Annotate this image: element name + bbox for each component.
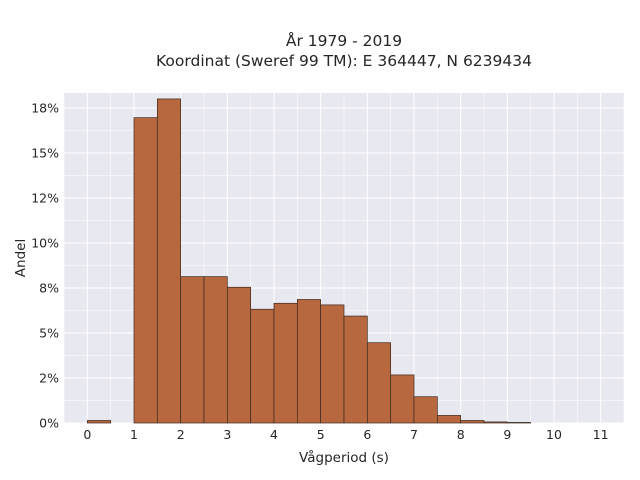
histogram-bar — [366, 342, 392, 424]
histogram-bar — [483, 421, 508, 424]
x-tick-label: 2 — [177, 427, 185, 442]
x-tick-label: 8 — [457, 427, 465, 442]
x-tick-label: 9 — [503, 427, 511, 442]
x-tick-label: 7 — [410, 427, 418, 442]
chart-title-line-2: Koordinat (Sweref 99 TM): E 364447, N 62… — [156, 52, 532, 70]
bars — [86, 98, 532, 424]
y-tick-label: 5% — [39, 325, 59, 340]
histogram-bar — [250, 308, 275, 424]
x-tick-label: 10 — [546, 427, 562, 442]
histogram-bar — [413, 396, 438, 424]
x-tick-label: 3 — [223, 427, 231, 442]
x-axis-label: Vågperiod (s) — [299, 449, 389, 466]
histogram-bar — [156, 98, 182, 424]
x-tick-label: 11 — [593, 427, 609, 442]
x-tick-label: 5 — [317, 427, 325, 442]
y-tick-label: 12% — [31, 190, 59, 205]
histogram-bar — [180, 276, 205, 424]
x-tick-label: 1 — [130, 427, 138, 442]
y-tick-label: 0% — [39, 416, 59, 431]
y-tick-label: 10% — [31, 235, 59, 250]
histogram-bar — [203, 276, 228, 424]
y-tick-labels: 0% 2% 5% 8% 10% 12% 15% 18% — [31, 100, 59, 430]
y-tick-label: 15% — [31, 145, 59, 160]
histogram-bar — [226, 286, 252, 424]
histogram-bar — [86, 420, 112, 424]
y-tick-label: 2% — [39, 370, 59, 385]
histogram-bar — [390, 374, 415, 424]
histogram-bar — [343, 315, 368, 424]
histogram-bar — [320, 304, 345, 424]
x-tick-label: 0 — [83, 427, 91, 442]
histogram-bar — [436, 415, 462, 424]
x-tick-label: 4 — [270, 427, 278, 442]
y-axis-label: Andel — [13, 239, 29, 277]
chart-title-line-1: År 1979 - 2019 — [286, 31, 402, 50]
histogram-bar — [506, 422, 532, 424]
histogram-bar — [296, 299, 322, 424]
y-tick-label: 8% — [39, 280, 59, 295]
histogram-bar — [460, 420, 485, 424]
x-tick-labels: 0 1 2 3 4 5 6 7 8 9 10 11 — [83, 427, 608, 442]
histogram-bar — [273, 302, 298, 424]
histogram-bar — [133, 117, 158, 424]
y-tick-label: 18% — [31, 100, 59, 115]
x-tick-label: 6 — [363, 427, 371, 442]
